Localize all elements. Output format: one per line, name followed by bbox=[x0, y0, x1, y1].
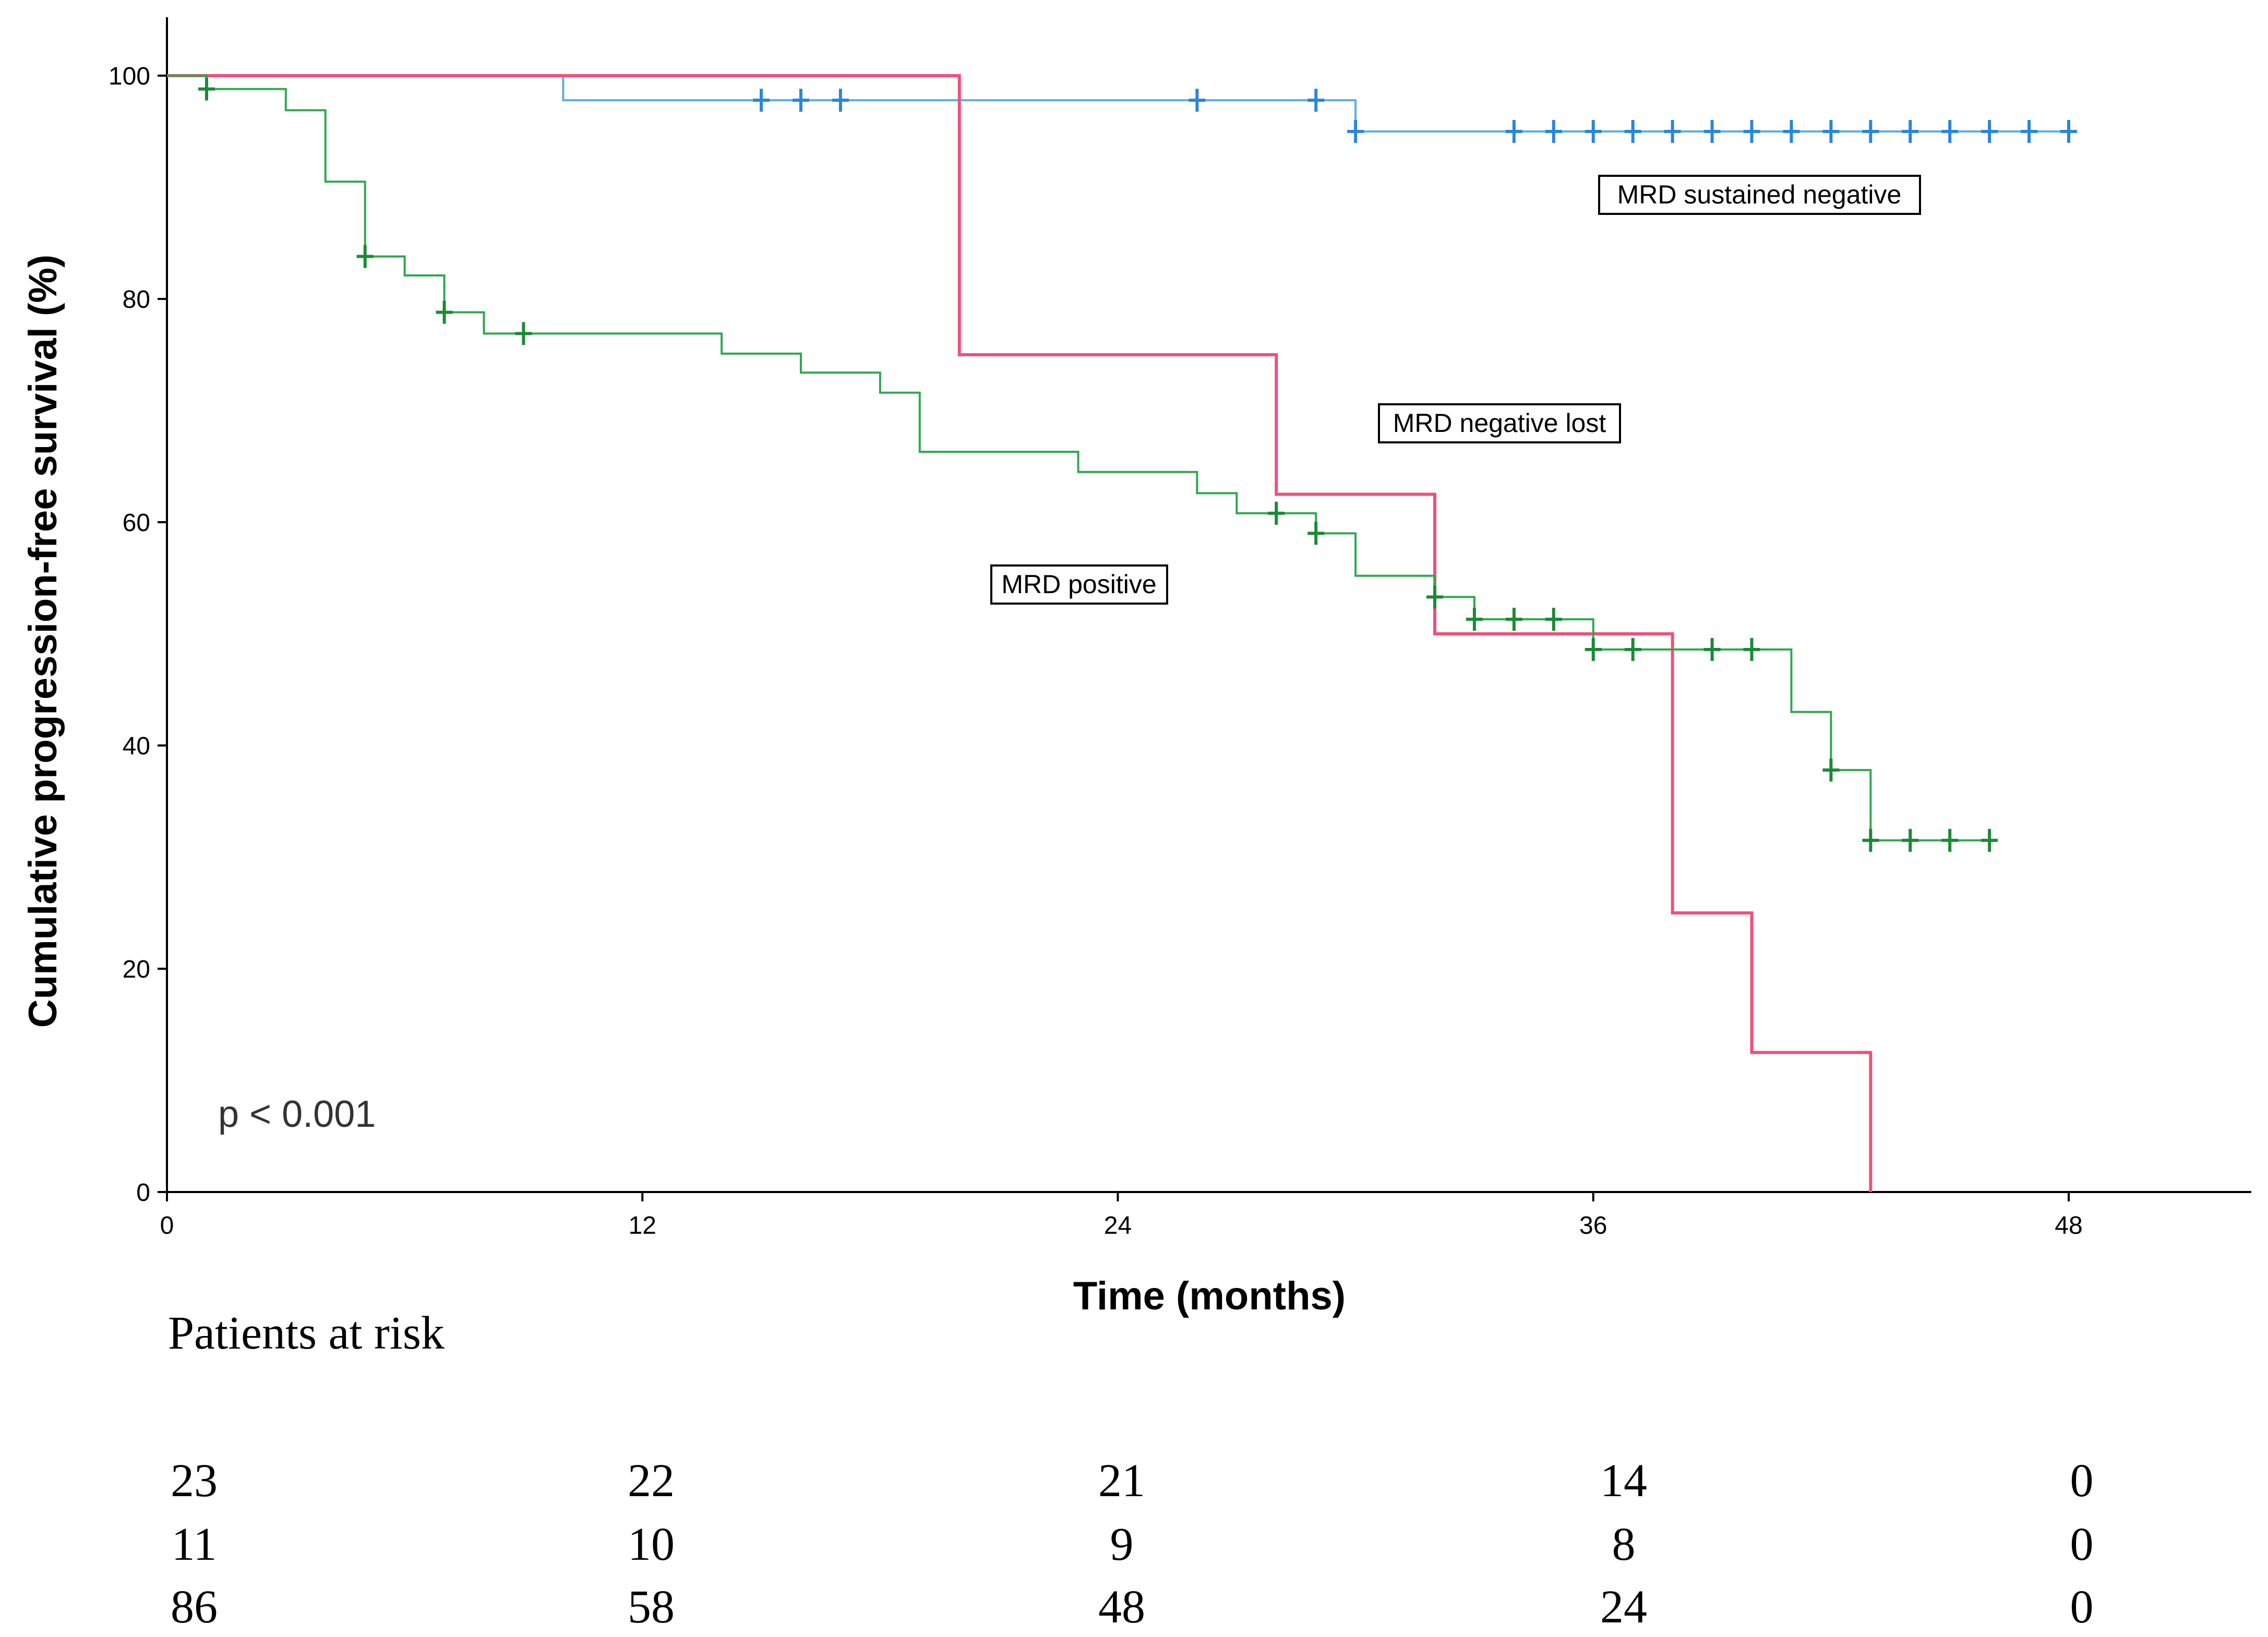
censor-marks bbox=[198, 77, 2077, 852]
x-tick-label: 12 bbox=[629, 1212, 656, 1239]
risk-table-cell: 24 bbox=[1600, 1581, 1647, 1633]
y-axis-title: Cumulative progression-free survival (%) bbox=[21, 255, 65, 1028]
series-label-negative-lost: MRD negative lost bbox=[1378, 403, 1621, 443]
series-line-mrd-positive bbox=[167, 75, 1990, 841]
risk-table-cell: 14 bbox=[1600, 1455, 1647, 1507]
series-label-text: MRD negative lost bbox=[1393, 408, 1606, 438]
series-label-sustained-negative: MRD sustained negative bbox=[1598, 175, 1921, 215]
y-tick-label: 0 bbox=[136, 1179, 150, 1207]
y-tick-label: 40 bbox=[123, 732, 150, 760]
x-tick-label: 24 bbox=[1104, 1212, 1132, 1239]
risk-table-cell: 0 bbox=[2070, 1519, 2094, 1570]
y-tick-label: 100 bbox=[109, 63, 150, 90]
risk-table-cell: 48 bbox=[1098, 1581, 1145, 1633]
risk-table-cell: 10 bbox=[628, 1519, 675, 1570]
series-line-mrd-negative-lost bbox=[167, 74, 1873, 1192]
risk-table-cell: 8 bbox=[1612, 1519, 1636, 1570]
y-tick-label: 60 bbox=[123, 509, 150, 537]
p-value-annotation: p < 0.001 bbox=[218, 1093, 376, 1135]
risk-table-cell: 58 bbox=[628, 1581, 675, 1633]
risk-table-cell: 0 bbox=[2070, 1581, 2094, 1633]
risk-table-cell: 9 bbox=[1110, 1519, 1134, 1570]
x-tick-label: 0 bbox=[160, 1212, 174, 1239]
series-line-mrd-sustained-negative bbox=[167, 75, 2069, 133]
risk-table-cell: 0 bbox=[2070, 1455, 2094, 1507]
y-tick-label: 20 bbox=[123, 956, 150, 983]
x-axis-title: Time (months) bbox=[1073, 1274, 1346, 1318]
axes: 0 20 40 60 80 100 0 12 24 36 48 bbox=[109, 17, 2251, 1239]
series-label-positive: MRD positive bbox=[990, 564, 1168, 605]
risk-table-cell: 86 bbox=[171, 1581, 218, 1633]
series-label-text: MRD positive bbox=[1001, 570, 1156, 599]
risk-table-cell: 23 bbox=[171, 1455, 218, 1507]
x-tick-label: 36 bbox=[1579, 1212, 1607, 1239]
x-tick-label: 48 bbox=[2055, 1212, 2082, 1239]
risk-table-title: Patients at risk bbox=[168, 1307, 445, 1359]
risk-table-cell: 22 bbox=[628, 1455, 675, 1507]
series-label-text: MRD sustained negative bbox=[1617, 180, 1902, 209]
risk-table-cell: 11 bbox=[172, 1519, 217, 1570]
risk-table: 23 22 21 14 0 11 10 9 8 0 86 58 48 24 0 bbox=[171, 1455, 2094, 1633]
y-tick-label: 80 bbox=[123, 286, 150, 314]
survival-curves bbox=[167, 74, 2069, 1192]
risk-table-cell: 21 bbox=[1098, 1455, 1145, 1507]
